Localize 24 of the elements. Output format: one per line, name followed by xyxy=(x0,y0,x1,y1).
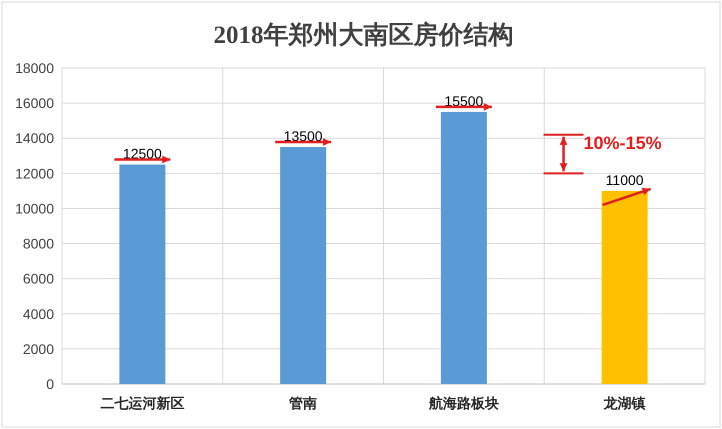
x-tick-label: 龙湖镇 xyxy=(602,396,646,412)
y-tick-label: 6000 xyxy=(22,270,54,287)
chart-title: 2018年郑州大南区房价结构 xyxy=(214,21,514,49)
data-label: 15500 xyxy=(444,92,484,109)
y-tick-label: 14000 xyxy=(15,130,54,146)
y-tick-label: 18000 xyxy=(15,60,54,76)
y-tick-label: 8000 xyxy=(22,236,54,252)
bar xyxy=(602,190,648,384)
y-tick-label: 4000 xyxy=(22,306,54,322)
x-tick-label: 航海路板块 xyxy=(428,395,499,412)
y-tick-label: 12000 xyxy=(15,165,54,182)
annotation: 10%-15% xyxy=(584,132,662,153)
bar xyxy=(440,112,487,384)
y-tick-label: 10000 xyxy=(15,200,54,216)
y-tick-label: 16000 xyxy=(15,95,54,112)
x-tick-label: 二七运河新区 xyxy=(100,395,184,412)
bar xyxy=(280,147,326,384)
y-tick-label: 2000 xyxy=(22,340,54,357)
bar xyxy=(119,164,166,384)
data-label: 13500 xyxy=(284,128,323,144)
y-tick-label: 0 xyxy=(46,376,54,392)
x-tick-label: 管南 xyxy=(288,396,318,412)
data-label: 11000 xyxy=(606,172,644,188)
data-label: 12500 xyxy=(122,146,162,162)
